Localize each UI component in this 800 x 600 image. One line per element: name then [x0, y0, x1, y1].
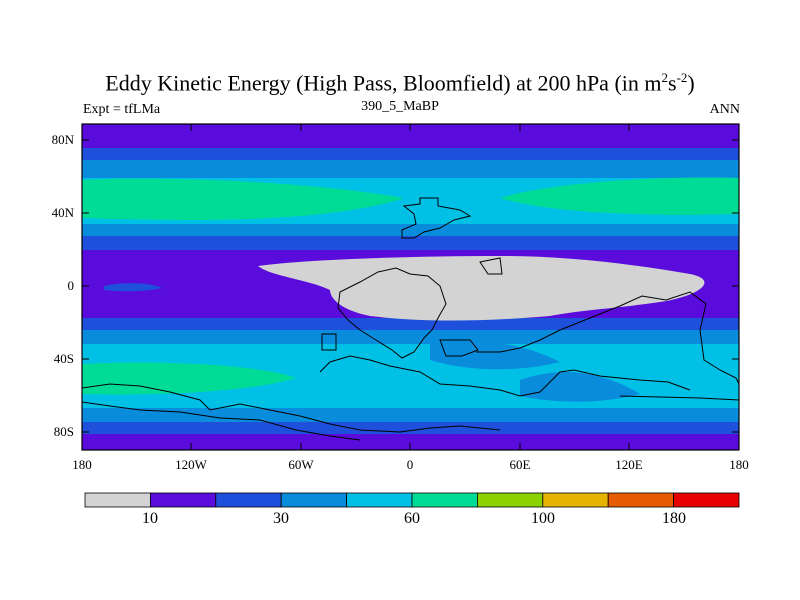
- season-label: ANN: [709, 102, 740, 117]
- colorbar-label: 60: [404, 510, 420, 527]
- lat-label: 80S: [53, 424, 74, 439]
- colorbar-label: 100: [531, 510, 555, 527]
- lon-label: 120W: [175, 457, 207, 472]
- contour-field: [82, 124, 739, 450]
- lon-label: 180: [72, 457, 92, 472]
- colorbar: [84, 492, 740, 508]
- lon-label: 0: [406, 457, 414, 472]
- colorbar-swatch: [215, 492, 282, 508]
- colorbar-swatch: [84, 492, 151, 508]
- colorbar-swatch: [607, 492, 675, 508]
- colorbar-label: 30: [273, 510, 289, 527]
- colorbar-label: 10: [142, 510, 158, 527]
- colorbar-swatch: [542, 492, 609, 508]
- lat-label: 80N: [51, 132, 74, 147]
- colorbar-swatch: [280, 492, 348, 508]
- experiment-label: Expt = tfLMa: [83, 102, 161, 117]
- lon-label: 120E: [615, 457, 643, 472]
- coastlines: [82, 197, 739, 441]
- colorbar-swatch: [411, 492, 478, 508]
- colorbar-swatch: [149, 492, 217, 508]
- colorbar-swatch: [673, 492, 740, 508]
- axis-ticks: [81, 124, 740, 450]
- colorbar-label: 180: [662, 510, 686, 527]
- colorbar-swatch: [476, 492, 544, 508]
- lat-label: 0: [67, 278, 75, 293]
- colorbar-swatch: [346, 492, 413, 508]
- map-title: Eddy Kinetic Energy (High Pass, Bloomfie…: [105, 70, 695, 96]
- lat-label: 40S: [53, 351, 74, 366]
- lat-label: 40N: [51, 205, 74, 220]
- lon-label: 60W: [288, 457, 314, 472]
- lon-label: 60E: [509, 457, 531, 472]
- map-subtitle: 390_5_MaBP: [361, 99, 439, 114]
- lon-label: 180: [729, 457, 749, 472]
